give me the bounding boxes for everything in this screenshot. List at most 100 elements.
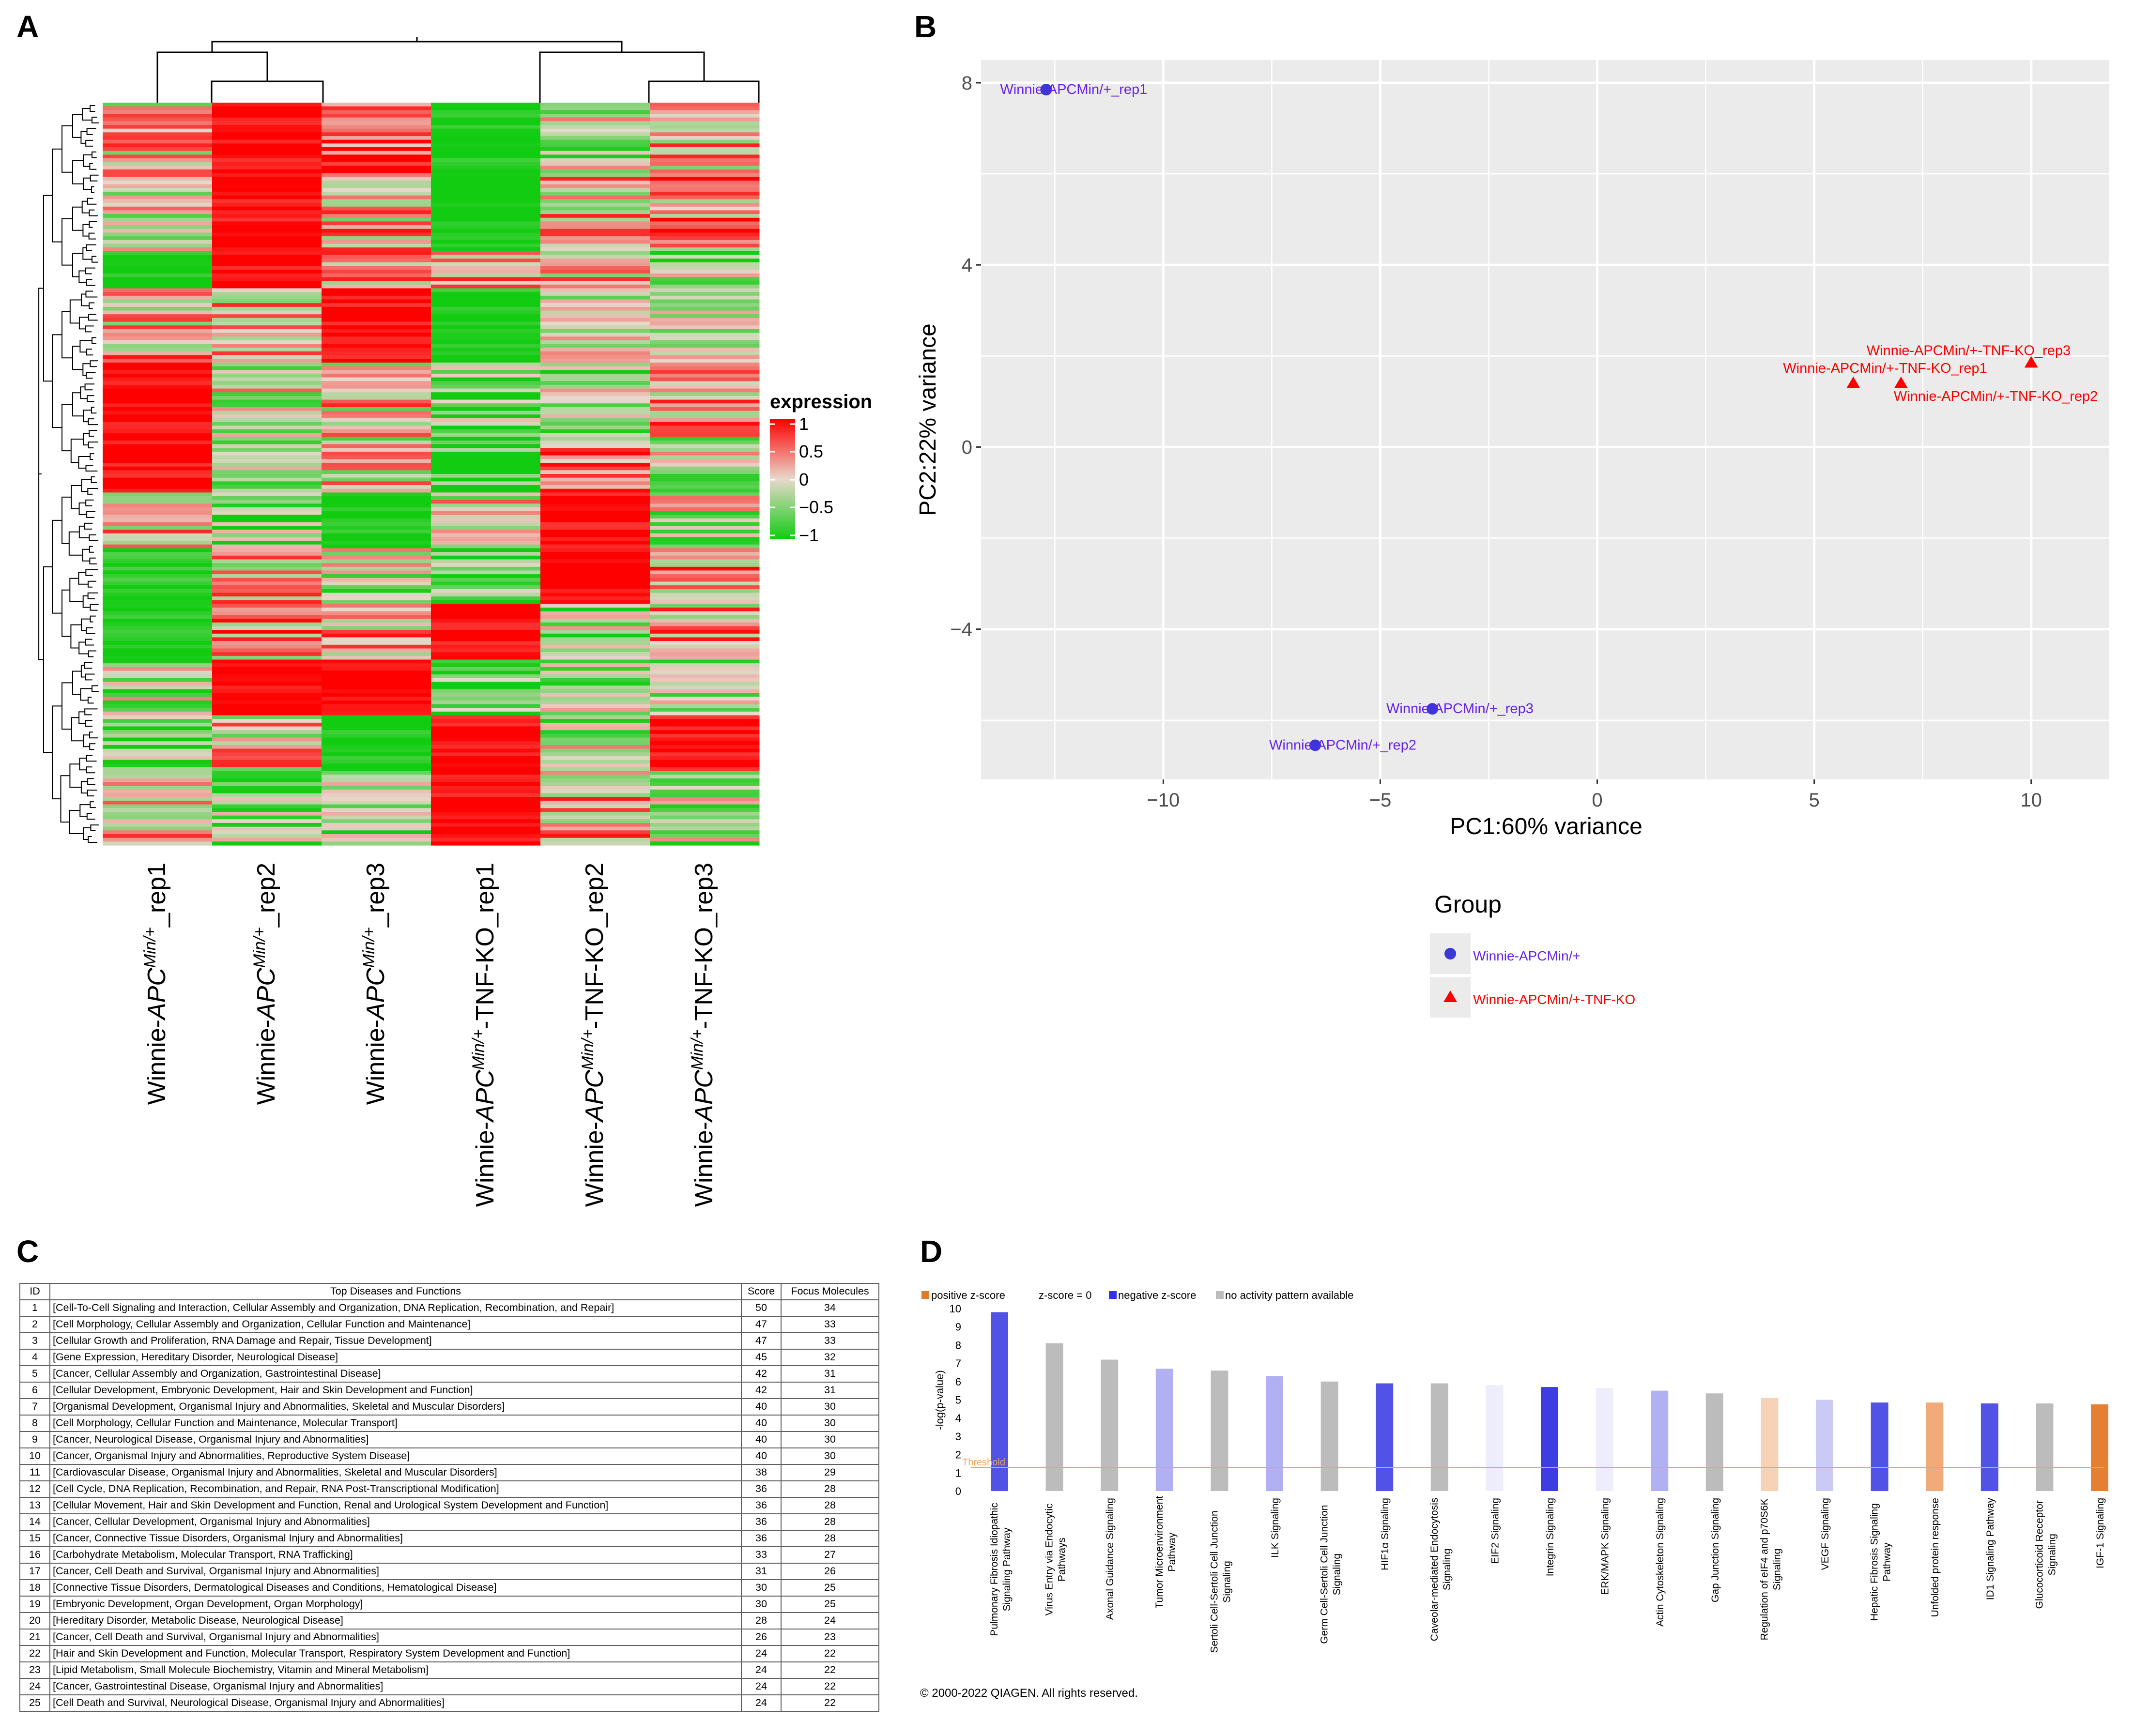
pca-point xyxy=(1309,739,1321,751)
heatmap-cell xyxy=(431,355,541,359)
heatmap-cell xyxy=(103,515,213,519)
heatmap-cell xyxy=(212,318,322,322)
heatmap-cell xyxy=(212,128,322,133)
heatmap-cell xyxy=(650,822,760,827)
heatmap-cell xyxy=(103,177,213,181)
heatmap-cell xyxy=(212,103,322,107)
heatmap-cell xyxy=(650,422,760,426)
heatmap-cell xyxy=(650,641,760,645)
heatmap-cell xyxy=(322,834,431,838)
heatmap-cell xyxy=(212,630,322,634)
heatmap-cell xyxy=(322,719,431,723)
heatmap-cell xyxy=(650,154,760,159)
cell-id: 1 xyxy=(19,1299,50,1317)
heatmap-cell xyxy=(322,704,431,708)
heatmap-column-label: Winnie-APCMin/+_rep1 xyxy=(141,863,171,1105)
heatmap-cell xyxy=(322,515,431,519)
heatmap-cell xyxy=(650,704,760,708)
heatmap-cell xyxy=(212,426,322,430)
legend-triangle-marker xyxy=(1443,990,1457,1002)
heatmap-cell xyxy=(103,381,213,385)
table-row: 6 [Cellular Development, Embryonic Develo… xyxy=(19,1382,879,1399)
heatmap-cell xyxy=(322,615,431,619)
cell-focus-molecules: 22 xyxy=(781,1694,879,1712)
heatmap-cell xyxy=(540,228,650,233)
heatmap-cell xyxy=(212,838,322,842)
heatmap-cell xyxy=(650,786,760,790)
cell-focus-molecules: 28 xyxy=(781,1480,879,1498)
heatmap-cell xyxy=(212,169,322,174)
heatmap-cell xyxy=(103,622,213,627)
heatmap-cell xyxy=(212,132,322,137)
heatmap-cell xyxy=(103,667,213,671)
heatmap-cell xyxy=(431,455,541,459)
heatmap-cell xyxy=(322,466,431,471)
heatmap-cell xyxy=(322,114,431,118)
heatmap-cell xyxy=(322,418,431,423)
heatmap-cell xyxy=(431,422,541,426)
pca-x-tick-label: −5 xyxy=(1369,790,1392,811)
ipa-y-axis: 0 1 2 3 4 5 6 7 8 9 10 xyxy=(950,1303,961,1497)
cell-diseases: [Cancer, Gastrointestinal Disease, Organ… xyxy=(49,1678,742,1695)
heatmap-cell xyxy=(103,273,213,278)
heatmap-cell xyxy=(322,306,431,311)
heatmap-cell xyxy=(103,451,213,456)
heatmap-cell xyxy=(322,689,431,694)
heatmap-cell xyxy=(212,329,322,334)
heatmap-cell xyxy=(322,217,431,222)
heatmap-cell xyxy=(103,619,213,623)
cell-focus-molecules: 22 xyxy=(781,1678,879,1695)
heatmap-cell xyxy=(540,574,650,579)
legend-negative-label: negative z-score xyxy=(1118,1289,1196,1301)
ipa-bar xyxy=(1816,1400,1833,1491)
cell-score: 40 xyxy=(741,1415,782,1432)
heatmap-cell xyxy=(431,381,541,385)
heatmap-cell xyxy=(103,103,213,107)
heatmap-cell xyxy=(431,474,541,478)
heatmap-cell xyxy=(431,181,541,185)
table-row: 14 [Cancer, Cellular Development, Organis… xyxy=(19,1513,879,1531)
heatmap-cell xyxy=(103,808,213,812)
heatmap-cell xyxy=(322,348,431,352)
heatmap-cell xyxy=(431,232,541,237)
heatmap-cell xyxy=(103,470,213,474)
heatmap-cell xyxy=(103,151,213,155)
heatmap-cell xyxy=(540,477,650,482)
heatmap-cell xyxy=(650,730,760,734)
heatmap-cell xyxy=(103,574,213,579)
heatmap-cell xyxy=(103,481,213,486)
heatmap-cell xyxy=(650,518,760,523)
heatmap-cell xyxy=(103,166,213,170)
heatmap-cell xyxy=(212,166,322,170)
ipa-bar xyxy=(1705,1393,1723,1491)
cell-diseases: [Cancer, Cellular Assembly and Organizat… xyxy=(49,1365,742,1383)
heatmap-cell xyxy=(431,596,541,601)
table-row: 16 [Carbohydrate Metabolism, Molecular Tr… xyxy=(19,1546,879,1564)
heatmap-cell xyxy=(322,726,431,731)
heatmap-cell xyxy=(540,778,650,783)
heatmap-cell xyxy=(212,299,322,304)
heatmap-cell xyxy=(322,715,431,719)
heatmap-cell xyxy=(650,177,760,181)
heatmap-cell xyxy=(103,236,213,241)
heatmap-cell xyxy=(431,733,541,738)
heatmap-cell xyxy=(650,648,760,653)
heatmap-cell xyxy=(103,192,213,196)
heatmap-cell xyxy=(540,199,650,203)
heatmap-cell xyxy=(322,184,431,189)
heatmap-cell xyxy=(540,136,650,140)
heatmap-cell xyxy=(540,797,650,801)
heatmap-cell xyxy=(540,518,650,523)
heatmap-cell xyxy=(650,277,760,281)
heatmap-cell xyxy=(212,399,322,404)
cell-focus-molecules: 29 xyxy=(781,1464,879,1481)
heatmap-cell xyxy=(650,593,760,597)
heatmap-cell xyxy=(650,214,760,218)
heatmap-cell xyxy=(103,708,213,712)
heatmap-cell xyxy=(322,786,431,790)
heatmap-cell xyxy=(322,733,431,738)
heatmap-cell xyxy=(650,459,760,463)
heatmap-cell xyxy=(103,503,213,508)
heatmap-cell xyxy=(103,797,213,801)
heatmap-cell xyxy=(540,630,650,634)
